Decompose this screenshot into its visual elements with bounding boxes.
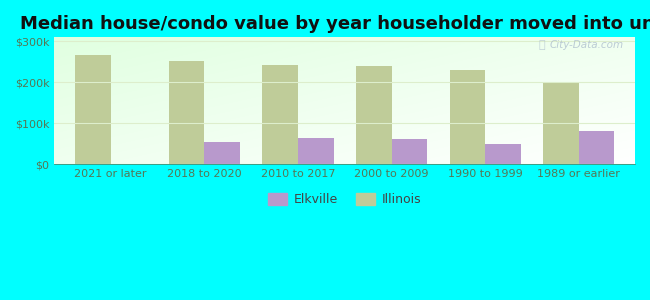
Bar bbox=[578, 131, 614, 164]
Bar bbox=[450, 70, 485, 164]
Text: ⓘ: ⓘ bbox=[538, 40, 545, 50]
Bar bbox=[263, 65, 298, 164]
Legend: Elkville, Illinois: Elkville, Illinois bbox=[263, 188, 426, 211]
Bar bbox=[485, 144, 521, 164]
Bar bbox=[391, 139, 427, 164]
Bar bbox=[169, 61, 204, 164]
Bar bbox=[204, 142, 240, 164]
Bar bbox=[75, 55, 110, 164]
Bar bbox=[298, 138, 333, 164]
Bar bbox=[543, 82, 578, 164]
Text: City-Data.com: City-Data.com bbox=[549, 40, 623, 50]
Bar bbox=[356, 66, 391, 164]
Title: Median house/condo value by year householder moved into unit: Median house/condo value by year househo… bbox=[20, 15, 650, 33]
